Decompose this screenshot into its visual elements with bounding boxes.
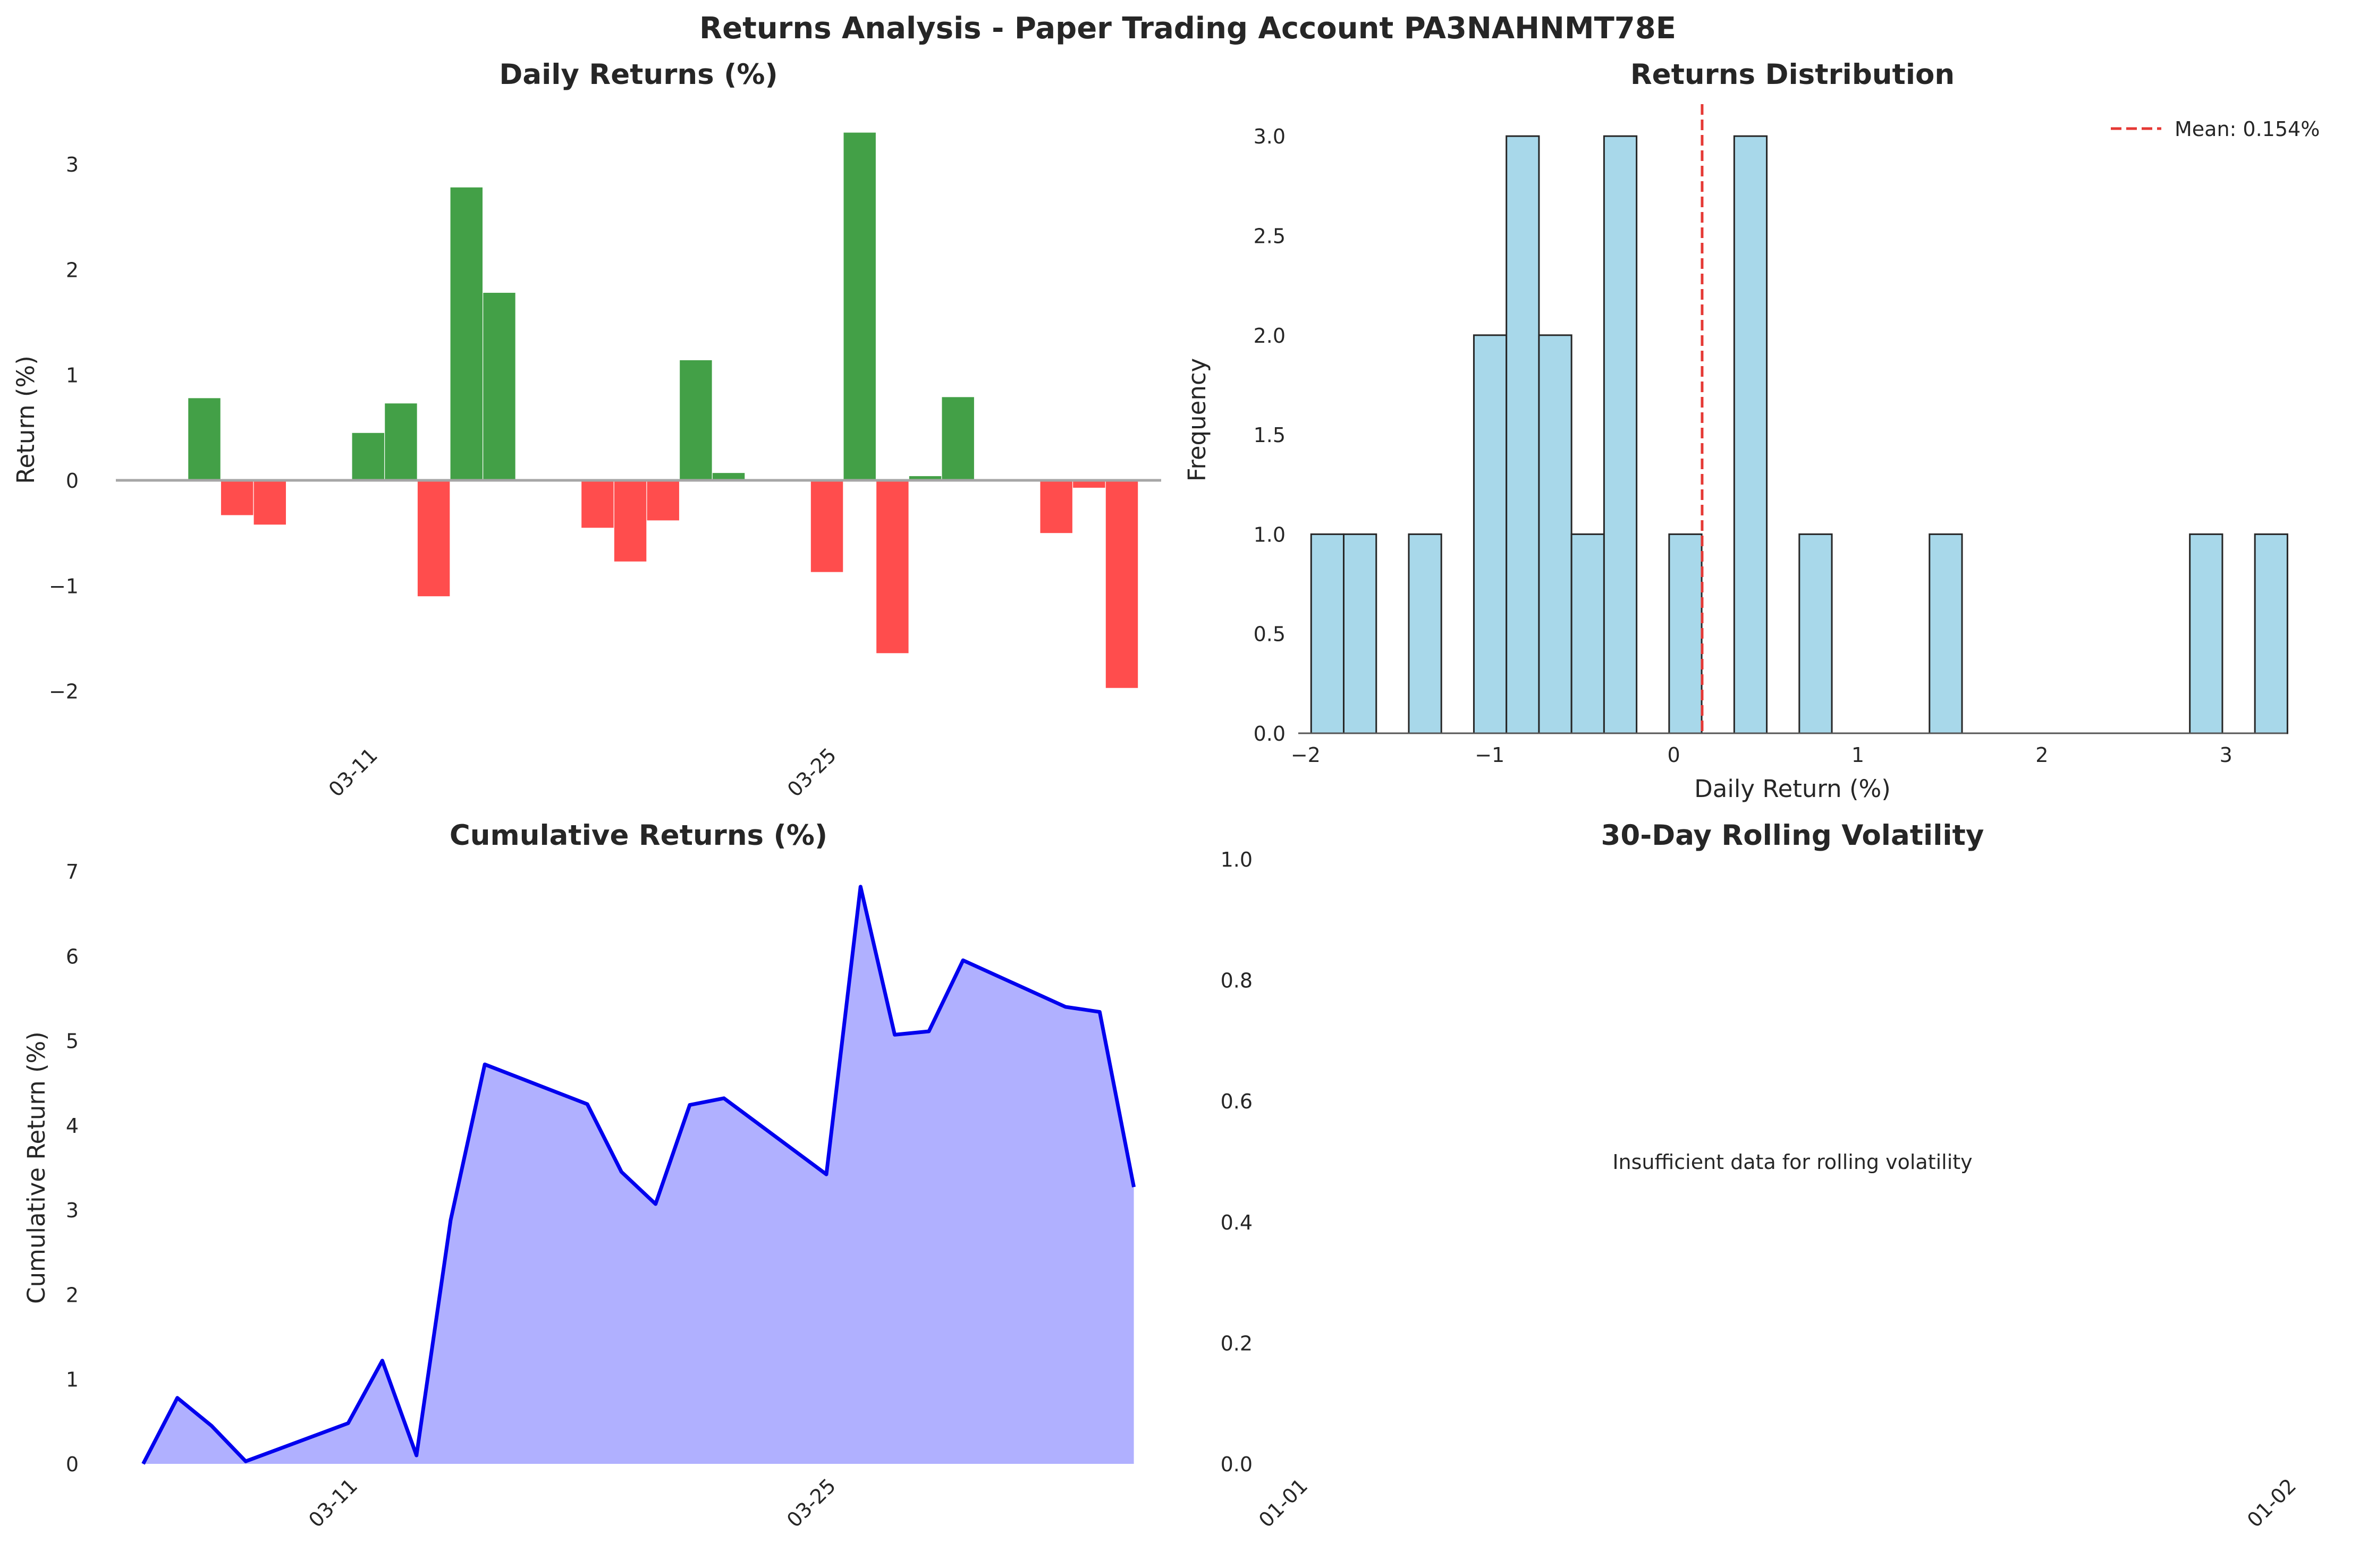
x-tick-label: 01-02	[2243, 1474, 2301, 1532]
daily-return-bar	[909, 476, 942, 481]
y-tick-label: 0.2	[1221, 1332, 1253, 1355]
figure-title: Returns Analysis - Paper Trading Account…	[699, 11, 1676, 46]
histogram-bar	[2254, 533, 2288, 734]
daily-return-bar	[647, 480, 679, 521]
y-axis-label: Return (%)	[12, 355, 40, 484]
y-tick-label: 2	[66, 258, 79, 282]
y-tick-label: 0.0	[1254, 722, 1286, 745]
x-tick-label: −1	[1475, 743, 1504, 767]
daily-return-bar	[1105, 480, 1138, 688]
cumulative-line	[141, 885, 1136, 1465]
daily-return-bar	[614, 480, 647, 562]
x-tick-label: 01-01	[1254, 1474, 1312, 1532]
histogram-bar	[1310, 533, 1345, 734]
x-axis-label: Daily Return (%)	[1694, 775, 1891, 803]
daily-return-bar	[712, 473, 745, 481]
y-tick-label: 3.0	[1254, 125, 1286, 148]
x-tick-label: 03-25	[783, 743, 841, 801]
cumulative-returns-title: Cumulative Returns (%)	[450, 819, 827, 852]
histogram-bar	[1733, 135, 1768, 734]
insufficient-data-annotation: Insufficient data for rolling volatility	[1612, 1150, 1972, 1174]
daily-return-bar	[876, 480, 909, 654]
y-tick-label: 1.0	[1221, 848, 1253, 871]
daily-return-bar	[942, 397, 974, 481]
y-tick-label: 3	[66, 1199, 79, 1222]
y-tick-label: 0	[66, 1453, 79, 1476]
histogram-bar	[1506, 135, 1540, 734]
daily-return-bar	[843, 132, 876, 481]
daily-return-bar	[1040, 480, 1072, 533]
x-tick-label: 2	[2035, 743, 2048, 767]
y-tick-label: 2	[66, 1283, 79, 1307]
y-tick-label: 5	[66, 1030, 79, 1053]
x-tick-label: 3	[2220, 743, 2233, 767]
y-tick-label: −1	[49, 574, 79, 598]
x-tick-label: 03-25	[782, 1474, 840, 1532]
x-tick-label: 03-11	[304, 1474, 362, 1532]
y-tick-label: −2	[49, 680, 79, 704]
y-tick-label: 0	[66, 469, 79, 493]
daily-return-bar	[417, 480, 450, 597]
y-tick-label: 1	[66, 1368, 79, 1392]
y-axis-label: Frequency	[1183, 358, 1211, 481]
histogram-bar	[1408, 533, 1442, 734]
y-tick-label: 7	[66, 860, 79, 884]
y-tick-label: 4	[66, 1114, 79, 1138]
y-tick-label: 0.8	[1221, 969, 1253, 993]
daily-return-bar	[1073, 480, 1105, 488]
daily-return-bar	[385, 403, 417, 481]
daily-return-bar	[483, 293, 515, 481]
cumulative-area	[143, 886, 1134, 1464]
legend-mean-label: Mean: 0.154%	[2175, 117, 2320, 141]
histogram-bar	[1929, 533, 1963, 734]
x-tick-label: 03-11	[324, 743, 382, 801]
y-tick-label: 0.5	[1254, 623, 1286, 646]
returns-distribution-title: Returns Distribution	[1630, 58, 1955, 91]
daily-return-bar	[680, 360, 712, 481]
daily-return-bar	[352, 433, 385, 481]
y-tick-label: 1.5	[1254, 423, 1286, 447]
rolling-volatility-chart: 30-Day Rolling Volatility 0.0 0.2 0.4 0.6 0.8…	[1221, 819, 2301, 1532]
daily-return-bar	[810, 480, 843, 572]
y-tick-label: 3	[66, 153, 79, 176]
y-tick-label: 2.5	[1254, 224, 1286, 248]
y-tick-label: 1	[66, 364, 79, 387]
y-tick-label: 0.4	[1221, 1211, 1253, 1234]
y-tick-label: 2.0	[1254, 324, 1286, 347]
y-tick-label: 0.0	[1221, 1453, 1253, 1476]
x-tick-label: 0	[1667, 743, 1680, 767]
histogram-bar	[1570, 533, 1605, 734]
daily-returns-title: Daily Returns (%)	[499, 58, 777, 91]
rolling-volatility-title: 30-Day Rolling Volatility	[1601, 819, 1984, 852]
daily-returns-chart: Daily Returns (%) −2 −1 0 1 2 3 03-11 03-25 Retur…	[12, 58, 1161, 801]
histogram-bar	[2189, 533, 2223, 734]
daily-return-bar	[221, 480, 253, 515]
histogram-bar	[1342, 533, 1377, 734]
daily-return-bar	[581, 480, 614, 528]
histogram-bar	[1798, 533, 1833, 734]
y-tick-label: 1.0	[1254, 523, 1286, 546]
returns-distribution-chart: Returns Distribution 0.0 0.5 1.0 1.5 2.0 2.5 3.…	[1183, 58, 2320, 803]
histogram-bar	[1603, 135, 1638, 734]
daily-return-bar	[450, 187, 483, 481]
x-tick-label: −2	[1291, 743, 1321, 767]
y-axis-label: Cumulative Return (%)	[22, 1031, 50, 1304]
daily-return-bar	[188, 398, 221, 481]
y-tick-label: 0.6	[1221, 1090, 1253, 1113]
histogram-bar	[1668, 533, 1703, 734]
daily-return-bar	[253, 480, 286, 525]
y-tick-label: 6	[66, 945, 79, 968]
histogram-bar	[1473, 334, 1508, 734]
x-tick-label: 1	[1851, 743, 1864, 767]
histogram-bar	[1538, 334, 1572, 734]
cumulative-returns-chart: Cumulative Returns (%) 0 1 2 3 4 5 6 7 03-11 03-25…	[22, 819, 1136, 1532]
